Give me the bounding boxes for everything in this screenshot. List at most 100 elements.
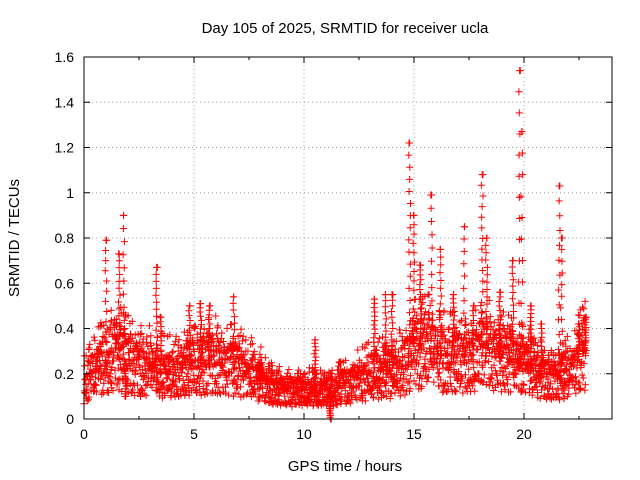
data-point	[517, 299, 525, 307]
data-point	[410, 342, 418, 350]
data-point	[375, 334, 383, 342]
data-point	[527, 356, 535, 364]
data-point	[417, 310, 425, 318]
data-point	[312, 353, 320, 361]
data-point	[447, 382, 455, 390]
data-point	[122, 392, 130, 400]
data-point	[469, 336, 477, 344]
data-point	[518, 364, 526, 372]
data-point	[509, 301, 517, 309]
data-point	[310, 374, 318, 382]
data-point	[206, 320, 214, 328]
data-point	[458, 374, 466, 382]
data-point	[229, 306, 237, 314]
data-point	[545, 384, 553, 392]
data-point	[219, 338, 227, 346]
data-point	[434, 365, 442, 373]
data-point	[184, 370, 192, 378]
data-point	[397, 345, 405, 353]
data-point	[108, 363, 116, 371]
data-point	[444, 351, 452, 359]
data-point	[396, 357, 404, 365]
data-point	[141, 373, 149, 381]
data-point	[160, 331, 168, 339]
data-point	[570, 361, 578, 369]
data-point	[482, 352, 490, 360]
data-point	[417, 300, 425, 308]
data-point	[454, 376, 462, 384]
data-point	[362, 389, 370, 397]
data-point	[577, 385, 585, 393]
data-point	[115, 353, 123, 361]
data-point	[229, 345, 237, 353]
data-point	[428, 257, 436, 265]
data-point	[410, 277, 418, 285]
data-point	[152, 284, 160, 292]
data-point	[496, 352, 504, 360]
data-point	[466, 388, 474, 396]
data-point	[157, 323, 165, 331]
data-point	[455, 368, 463, 376]
data-point	[495, 325, 503, 333]
data-point	[234, 372, 242, 380]
data-point	[152, 368, 160, 376]
data-point	[436, 269, 444, 277]
data-point	[526, 349, 534, 357]
data-point	[376, 383, 384, 391]
data-point	[508, 320, 516, 328]
data-point	[522, 388, 530, 396]
data-point	[555, 197, 563, 205]
data-point	[361, 365, 369, 373]
data-point	[337, 390, 345, 398]
data-point	[490, 386, 498, 394]
data-point	[549, 385, 557, 393]
data-point	[381, 303, 389, 311]
data-point	[262, 398, 270, 406]
data-point	[411, 308, 419, 316]
data-point	[229, 299, 237, 307]
data-point	[429, 316, 437, 324]
data-point	[500, 363, 508, 371]
data-point	[168, 349, 176, 357]
data-point	[452, 387, 460, 395]
data-point	[382, 327, 390, 335]
data-point	[537, 365, 545, 373]
data-point	[478, 298, 486, 306]
data-point	[556, 375, 564, 383]
data-point	[268, 362, 276, 370]
data-point	[83, 385, 91, 393]
data-point	[116, 361, 124, 369]
data-point	[143, 333, 151, 341]
data-point	[427, 350, 435, 358]
data-point	[536, 395, 544, 403]
data-point	[417, 320, 425, 328]
data-point	[405, 345, 413, 353]
data-point	[152, 347, 160, 355]
data-point	[250, 348, 258, 356]
data-point	[571, 327, 579, 335]
data-point	[381, 382, 389, 390]
data-point	[326, 403, 334, 411]
data-point	[418, 375, 426, 383]
data-point	[546, 380, 554, 388]
data-point	[418, 383, 426, 391]
data-point	[381, 339, 389, 347]
data-point	[97, 376, 105, 384]
data-point	[427, 204, 435, 212]
data-point	[479, 288, 487, 296]
y-tick-labels: 0 0.2 0.4 0.6 0.8 1 1.2 1.4 1.6	[55, 49, 75, 427]
data-point	[498, 313, 506, 321]
data-point	[152, 354, 160, 362]
data-point	[124, 312, 132, 320]
data-point	[469, 302, 477, 310]
data-point	[172, 332, 180, 340]
data-point	[103, 338, 111, 346]
data-point	[237, 393, 245, 401]
data-point	[300, 371, 308, 379]
data-point	[364, 359, 372, 367]
data-point	[472, 306, 480, 314]
data-point	[516, 341, 524, 349]
data-point	[139, 386, 147, 394]
data-point	[199, 366, 207, 374]
data-point	[461, 371, 469, 379]
